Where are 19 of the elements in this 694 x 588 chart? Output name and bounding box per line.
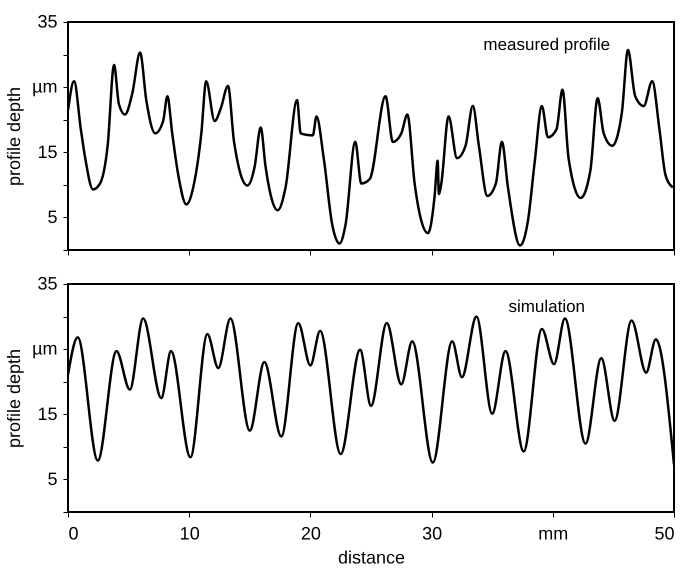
y-axis-title: profile depth bbox=[4, 86, 24, 186]
x-tick-label: 50 bbox=[654, 524, 674, 544]
x-tick-label: 0 bbox=[68, 524, 79, 544]
x-tick-label: 10 bbox=[180, 524, 200, 544]
y-tick-label: 15 bbox=[37, 404, 58, 424]
x-tick-label: 30 bbox=[422, 524, 442, 544]
y-tick-label: 5 bbox=[47, 468, 58, 489]
y-tick-label: 35 bbox=[37, 274, 58, 294]
y-tick-label: 15 bbox=[37, 142, 58, 162]
y-tick-label: 35 bbox=[37, 12, 58, 32]
y-tick-label: µm bbox=[32, 76, 58, 97]
y-axis-title: profile depth bbox=[4, 348, 24, 448]
series-label: measured profile bbox=[483, 34, 610, 54]
x-tick-label: 20 bbox=[300, 524, 321, 544]
x-tick-label: mm bbox=[538, 524, 568, 544]
y-tick-label: µm bbox=[32, 338, 58, 359]
series-label: simulation bbox=[508, 296, 586, 316]
y-tick-label: 5 bbox=[47, 206, 58, 227]
x-axis-title: distance bbox=[338, 548, 406, 568]
